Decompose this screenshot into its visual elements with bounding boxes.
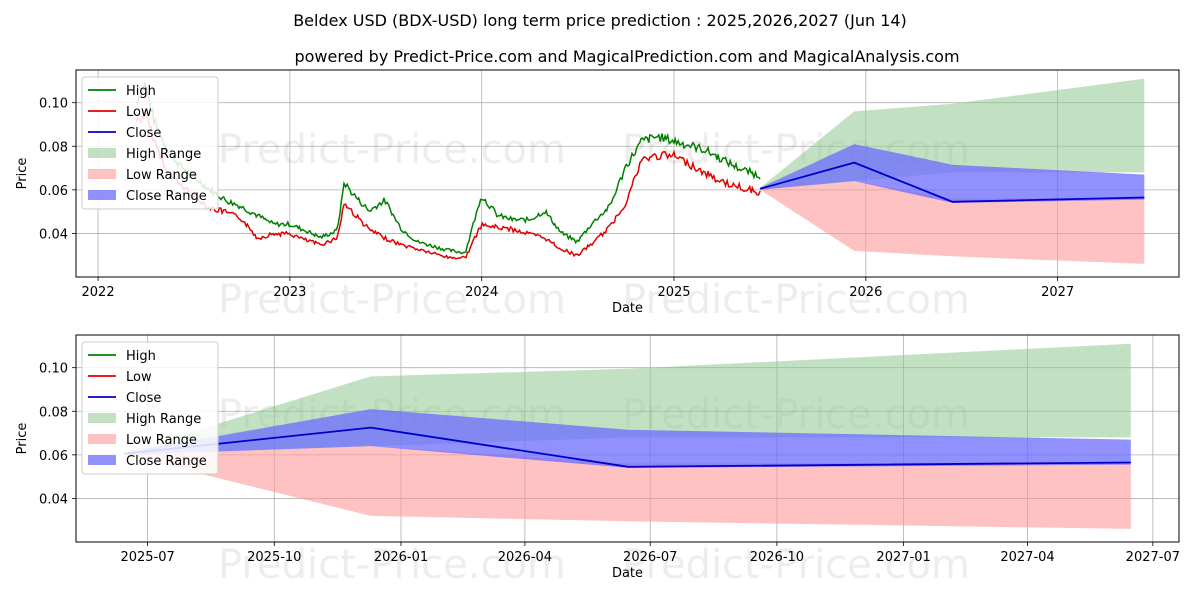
legend-swatch-rect: [88, 413, 116, 423]
plot-area: [135, 78, 1145, 264]
close-range-band: [760, 144, 1145, 203]
x-tick-label: 2027-07: [1126, 550, 1180, 565]
x-tick-label: 2026-04: [498, 550, 552, 565]
chart-subtitle: powered by Predict-Price.com and Magical…: [294, 47, 959, 66]
close-range-band: [124, 409, 1131, 468]
legend-swatch-rect: [88, 434, 116, 444]
legend-label: High: [126, 349, 156, 364]
legend-label: Close: [126, 391, 161, 406]
x-tick-label: 2023: [273, 285, 306, 300]
y-tick-label: 0.06: [39, 449, 68, 464]
y-axis-label: Price: [15, 158, 30, 190]
legend-swatch-rect: [88, 148, 116, 158]
plot-frame: [75, 334, 1180, 543]
y-tick-label: 0.04: [39, 492, 68, 507]
legend: High Low Close High Range Low Range Close Ran…: [81, 341, 219, 475]
legend-swatch-rect: [88, 169, 116, 179]
low-series-line: [135, 110, 761, 260]
legend-label: Low Range: [126, 168, 197, 183]
watermark: Predict-Price.com: [622, 542, 970, 588]
x-tick-label: 2027: [1041, 285, 1074, 300]
x-tick-label: 2025-10: [247, 550, 301, 565]
high-series-line: [135, 82, 761, 255]
legend-label: High Range: [126, 412, 201, 427]
legend-swatch-rect: [88, 190, 116, 200]
low-range-band: [124, 446, 1131, 529]
y-tick-label: 0.08: [39, 140, 68, 155]
x-tick-label: 2026: [849, 285, 882, 300]
x-tick-label: 2022: [82, 285, 115, 300]
close-series-line: [124, 426, 1131, 468]
legend-swatch-rect: [88, 455, 116, 465]
x-tick-label: 2026-07: [623, 550, 677, 565]
plot-frame: [75, 69, 1180, 278]
legend-label: High: [126, 84, 156, 99]
legend-label: Close: [126, 126, 161, 141]
plot-area: [124, 343, 1131, 529]
y-axis-label: Price: [15, 423, 30, 455]
legend: High Low Close High Range Low Range Close Ran…: [81, 76, 219, 210]
x-tick-label: 2026-01: [374, 550, 428, 565]
legend-label: Low: [126, 105, 152, 120]
legend-label: Low: [126, 370, 152, 385]
legend-label: Close Range: [126, 454, 207, 469]
x-tick-label: 2025: [657, 285, 690, 300]
watermark: Predict-Price.com: [622, 277, 970, 323]
watermark: Predict-Price.com: [218, 542, 566, 588]
low-range-band: [760, 181, 1145, 264]
chart-title: Beldex USD (BDX-USD) long term price pre…: [293, 11, 907, 30]
x-tick-label: 2027-04: [1000, 550, 1054, 565]
x-axis-label: Date: [612, 566, 643, 581]
close-series-line: [759, 161, 1145, 203]
x-tick-label: 2026-10: [750, 550, 804, 565]
top-panel: 2022 2023 2024 2025 2026 2027 0.04 0.06 0.08 0.10…: [15, 69, 1180, 323]
x-tick-label: 2025-07: [120, 550, 174, 565]
y-tick-label: 0.10: [39, 97, 68, 112]
x-tick-label: 2024: [465, 285, 498, 300]
x-tick-label: 2027-01: [876, 550, 930, 565]
y-tick-label: 0.08: [39, 405, 68, 420]
watermark: Predict-Price.com: [218, 277, 566, 323]
x-axis-label: Date: [612, 301, 643, 316]
legend-label: High Range: [126, 147, 201, 162]
y-tick-label: 0.10: [39, 362, 68, 377]
y-tick-label: 0.04: [39, 227, 68, 242]
legend-label: Low Range: [126, 433, 197, 448]
watermark: Predict-Price.com: [218, 127, 566, 173]
legend-label: Close Range: [126, 189, 207, 204]
y-tick-label: 0.06: [39, 184, 68, 199]
bottom-panel: 2025-07 2025-10 2026-01 2026-04 2026-07 2026-…: [15, 334, 1180, 588]
